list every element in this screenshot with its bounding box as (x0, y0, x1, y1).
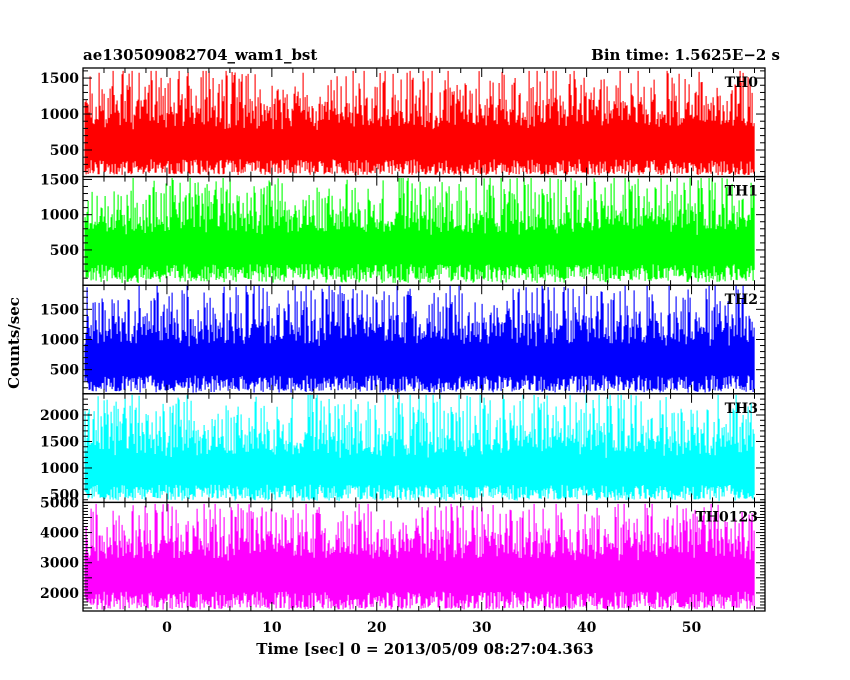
x-tick-label: 50 (682, 620, 702, 636)
panel-th3-ytick-label: 2000 (40, 408, 79, 424)
x-tick-label: 10 (262, 620, 282, 636)
series-th0123-line (84, 503, 755, 610)
panel-th2-ytick-label: 500 (50, 363, 79, 379)
panel-th3-ytick-label: 500 (50, 487, 79, 503)
series-th0-line (84, 70, 755, 176)
series-th1-line (84, 178, 755, 283)
panel-th0-ytick-label: 1000 (40, 107, 79, 123)
chart-subtitle: Bin time: 1.5625E−2 s (591, 46, 780, 64)
y-axis-label: Counts/sec (5, 297, 23, 389)
panel-th0123-ytick-label: 5000 (40, 495, 79, 511)
panel-th2-ytick-label: 1500 (40, 302, 79, 318)
panel-th0-ytick-label: 1500 (40, 71, 79, 87)
panel-th3-ytick-label: 1000 (40, 461, 79, 477)
panel-th0123-label: TH0123 (695, 509, 758, 525)
panel-th2-label: TH2 (725, 292, 758, 308)
panel-th1-ytick-label: 1000 (40, 208, 79, 224)
panel-th0-label: TH0 (725, 75, 759, 91)
panel-th3-ytick-label: 1500 (40, 434, 79, 450)
panel-th1-label: TH1 (725, 184, 758, 200)
series-th2-line (84, 285, 755, 393)
panel-th0123-ytick-label: 4000 (40, 526, 79, 542)
series-th3-line (84, 394, 755, 501)
x-tick-label: 40 (577, 620, 597, 636)
panel-th0123-ytick-label: 3000 (40, 556, 79, 572)
x-axis-label: Time [sec] 0 = 2013/05/09 08:27:04.363 (256, 640, 593, 658)
panel-th1-ytick-label: 500 (50, 243, 79, 259)
x-tick-label: 0 (162, 620, 172, 636)
panel-th1-ytick-label: 1500 (40, 172, 79, 188)
panel-th0123-ytick-label: 2000 (40, 586, 79, 602)
panel-th3-label: TH3 (725, 401, 758, 417)
panel-th2-ytick-label: 1000 (40, 333, 79, 349)
chart-title: ae130509082704_wam1_bst (83, 46, 317, 64)
x-tick-label: 30 (472, 620, 492, 636)
panel-th0-ytick-label: 500 (50, 143, 79, 159)
x-tick-label: 20 (367, 620, 387, 636)
